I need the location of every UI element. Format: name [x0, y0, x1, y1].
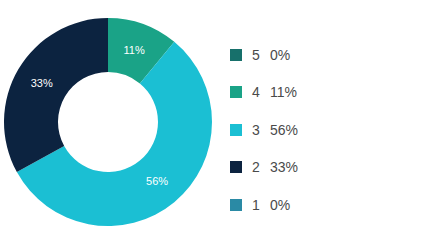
html-text:3: 3	[252, 121, 260, 138]
html-text:1: 1	[252, 196, 260, 213]
html-text:33%: 33%	[270, 159, 298, 176]
html-text:0%: 0%	[270, 46, 291, 63]
svg-text:56%: 56%	[146, 175, 168, 187]
html-text:4: 4	[252, 84, 260, 101]
svg-text:11%: 11%	[123, 44, 144, 56]
html-text:11%: 11%	[270, 84, 297, 101]
html-text:56%: 56%	[270, 121, 298, 138]
html-text:0%: 0%	[270, 196, 291, 213]
svg-text:33%: 33%	[31, 77, 53, 89]
html-text:2: 2	[252, 159, 260, 176]
html-text:5: 5	[252, 46, 260, 63]
